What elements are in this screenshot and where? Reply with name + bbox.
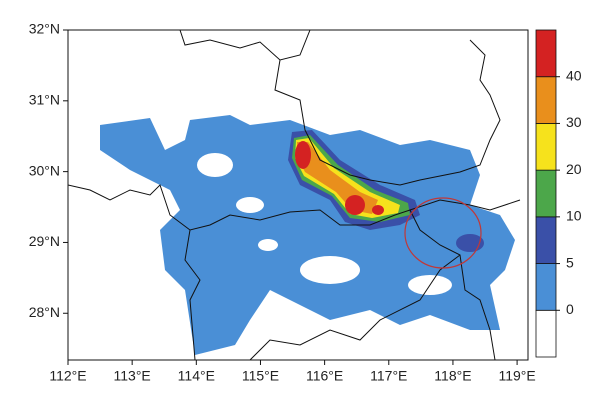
light-blue-area (100, 115, 515, 355)
colorbar-swatch (535, 263, 557, 311)
colorbar-swatch (535, 309, 557, 358)
hole (300, 256, 360, 284)
y-tick-label: 28°N (29, 304, 60, 320)
boundary (409, 199, 521, 211)
y-tick-label: 29°N (29, 233, 60, 249)
hole (236, 197, 264, 213)
x-tick-label: 113°E (114, 368, 151, 384)
red-area (372, 205, 384, 215)
yellow-area (295, 138, 400, 218)
boundary (274, 39, 501, 186)
colorbar-label: 10 (566, 208, 582, 224)
y-tick-label: 30°N (29, 162, 60, 178)
colorbar-swatch (535, 169, 557, 218)
boundary (179, 30, 311, 61)
colorbar-label: 5 (566, 254, 574, 270)
x-tick-label: 114°E (178, 368, 215, 384)
x-tick-label: 115°E (242, 368, 279, 384)
x-tick-label: 116°E (306, 368, 343, 384)
boundary (184, 229, 201, 360)
hole (197, 153, 233, 177)
colorbar-label: 40 (566, 67, 582, 83)
colorbar-swatch (535, 76, 557, 124)
colorbar-label: 0 (566, 301, 574, 317)
precip-field (68, 30, 521, 360)
boundary (68, 184, 496, 360)
dark-blue-area (456, 234, 484, 252)
highlight-circle (404, 197, 482, 269)
red-area (295, 141, 311, 169)
y-tick-label: 32°N (29, 21, 60, 37)
plot-frame (67, 29, 529, 361)
x-tick-label: 119°E (498, 368, 535, 384)
red-area (345, 195, 365, 215)
x-tick-label: 118°E (434, 368, 471, 384)
colorbar-label: 20 (566, 161, 582, 177)
boundary (249, 254, 461, 360)
colorbar-swatch (535, 29, 557, 78)
colorbar-label: 30 (566, 114, 582, 130)
x-tick-label: 112°E (49, 368, 86, 384)
colorbar-swatch (535, 216, 557, 264)
colorbar-swatch (535, 123, 557, 171)
x-tick-label: 117°E (370, 368, 407, 384)
hole (258, 239, 278, 251)
y-tick-label: 31°N (29, 92, 60, 108)
